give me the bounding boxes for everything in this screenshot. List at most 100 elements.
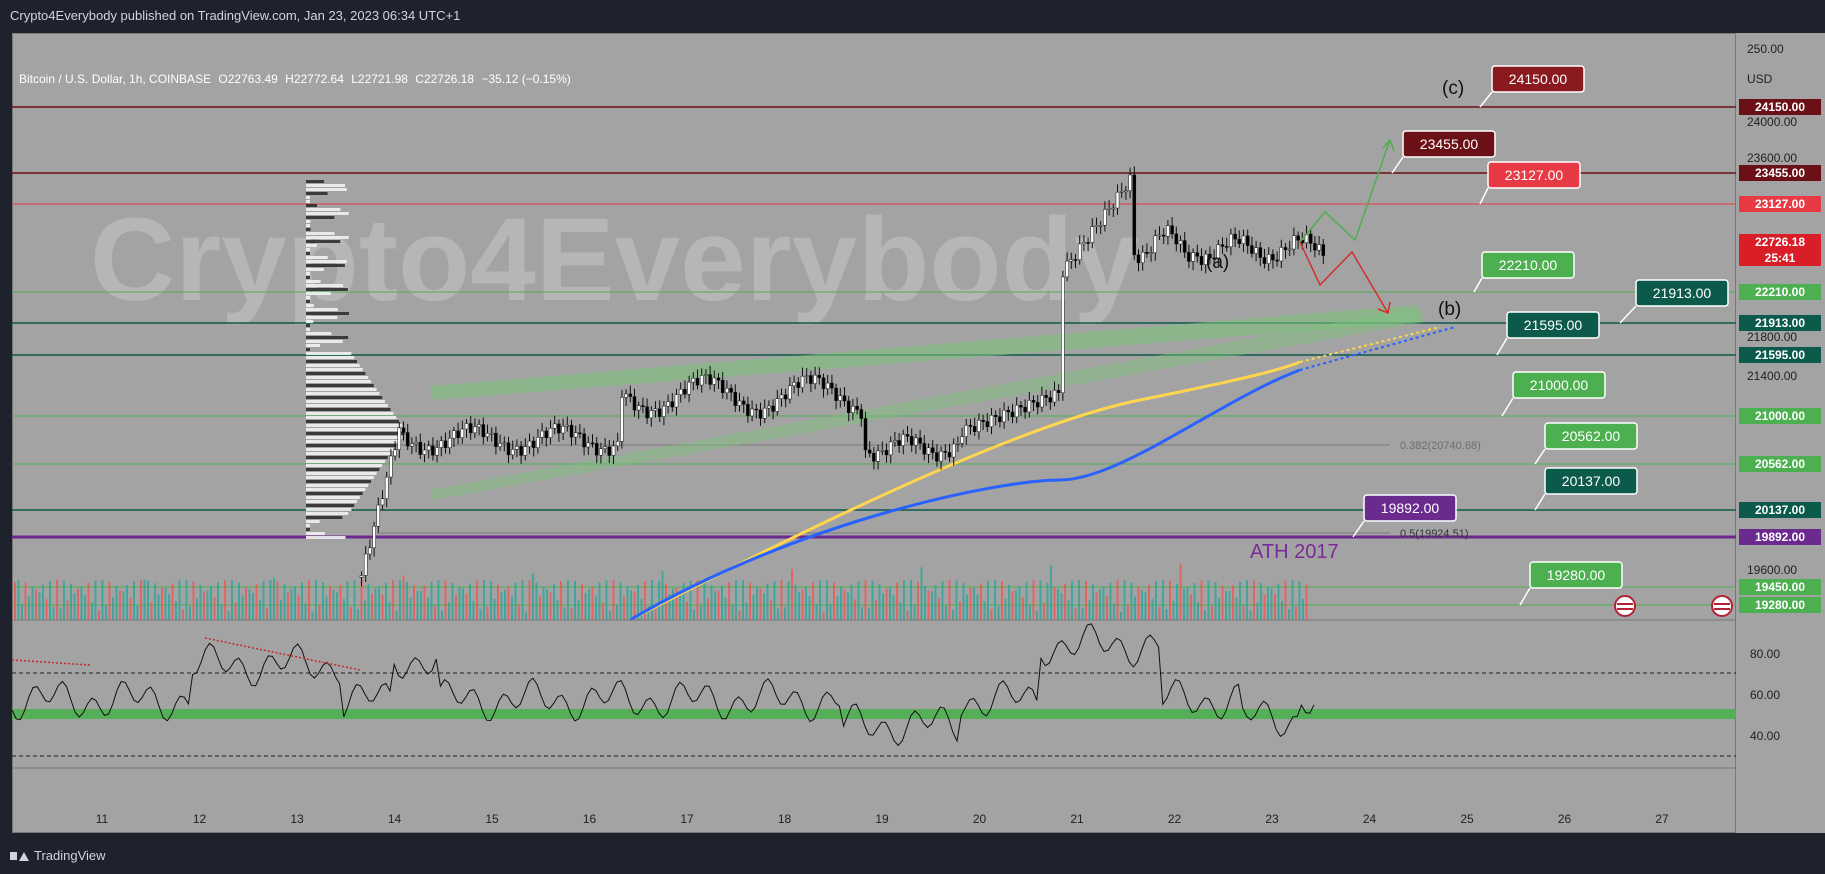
volume-profile-bar	[306, 312, 349, 315]
volume-bar	[889, 587, 891, 620]
candle-body	[825, 382, 830, 390]
volume-bar	[941, 581, 944, 620]
volume-bar	[385, 583, 387, 620]
volume-bar	[763, 593, 765, 620]
callout-pointer	[1619, 305, 1637, 324]
ema-fast-line	[629, 360, 1301, 622]
price-tag-value: 22210.00	[1755, 285, 1805, 299]
volume-profile-bar	[306, 408, 391, 411]
volume-bar	[238, 582, 240, 620]
price-tag-value: 19892.00	[1755, 530, 1805, 544]
volume-bar	[805, 586, 807, 620]
volume-profile-bar	[306, 380, 371, 383]
candle-body	[1161, 234, 1166, 237]
volume-bar	[518, 604, 520, 620]
candle-body	[725, 388, 729, 394]
candle-body	[1073, 259, 1078, 261]
callout-box	[1491, 65, 1585, 93]
volume-bar	[612, 580, 615, 620]
volume-profile-bar	[306, 372, 366, 375]
volume-bar	[1158, 606, 1161, 620]
volume-bar	[98, 610, 100, 620]
volume-bar	[497, 584, 499, 620]
volume-bar	[836, 596, 839, 620]
volume-bar	[308, 580, 310, 620]
volume-profile-bar	[306, 340, 343, 343]
candle-body	[914, 437, 918, 446]
volume-bar	[1263, 594, 1266, 620]
candle-body	[1308, 233, 1313, 244]
volume-profile-bar	[306, 436, 402, 439]
volume-bar	[861, 607, 863, 620]
volume-bar	[563, 607, 566, 620]
tradingview-logo-icon	[10, 850, 29, 862]
price-axis-currency: USD	[1747, 72, 1773, 86]
volume-bar	[469, 583, 471, 620]
candle-body	[1145, 251, 1149, 254]
candle-body	[1275, 259, 1279, 262]
candle-body	[624, 393, 628, 398]
candle-body	[930, 447, 935, 453]
volume-profile-bar	[306, 236, 349, 239]
candle-body	[1056, 390, 1061, 393]
volume-profile-bar	[306, 524, 310, 527]
candle-body	[544, 430, 549, 439]
volume-bar	[717, 590, 720, 620]
candle-body	[1111, 207, 1116, 210]
candle-body	[1065, 260, 1069, 278]
candle-body	[813, 374, 817, 384]
volume-bar	[353, 580, 356, 620]
candle-body	[1262, 257, 1267, 264]
candle-body	[561, 425, 565, 434]
volume-bar	[476, 580, 478, 620]
volume-bar	[332, 589, 335, 620]
tradingview-footer[interactable]: TradingView	[10, 848, 106, 863]
candle-body	[531, 440, 536, 448]
rsi-tick: 40.00	[1750, 729, 1780, 743]
symbol-name: Bitcoin / U.S. Dollar, 1h, COINBASE	[19, 72, 212, 86]
volume-bar	[1032, 580, 1035, 620]
candle-body	[754, 408, 759, 411]
volume-bar	[189, 606, 191, 620]
candle-body	[851, 405, 855, 413]
callout-value: 20137.00	[1562, 473, 1621, 489]
volume-profile-bar	[306, 292, 331, 295]
volume-bar	[231, 580, 233, 620]
volume-bar	[399, 580, 401, 620]
volume-bar	[458, 587, 461, 620]
volume-bar	[196, 598, 198, 620]
volume-bar	[1151, 598, 1154, 620]
volume-profile-bar	[306, 476, 374, 479]
volume-bar	[826, 580, 828, 620]
volume-profile-bar	[306, 220, 311, 223]
time-axis-label: 23	[1265, 812, 1279, 826]
volume-bar	[504, 589, 506, 620]
volume-profile-bar	[306, 232, 335, 235]
volume-bar	[560, 581, 562, 620]
volume-bar	[962, 583, 965, 620]
volume-profile-bar	[306, 276, 310, 279]
candle-body	[720, 380, 725, 394]
volume-bar	[931, 591, 933, 620]
price-tag-value: 22726.18	[1755, 235, 1805, 249]
volume-bar	[1270, 588, 1273, 620]
volume-bar	[1015, 590, 1017, 620]
volume-bar	[49, 581, 51, 620]
candle-body	[666, 401, 670, 407]
volume-bar	[1095, 592, 1098, 620]
chart-panel[interactable]	[12, 33, 1736, 833]
volume-bar	[917, 581, 919, 620]
volume-bar	[644, 581, 646, 620]
volume-bar	[1036, 611, 1038, 620]
ema-slow-line	[629, 368, 1301, 622]
volume-bar	[24, 582, 27, 620]
volume-bar	[556, 599, 559, 620]
volume-bar	[752, 595, 755, 620]
candle-body	[590, 442, 595, 445]
candle-body	[1098, 225, 1103, 227]
price-tag-value: 23455.00	[1755, 166, 1805, 180]
candle-body	[464, 423, 469, 430]
volume-bar	[1232, 585, 1234, 620]
volume-bar	[651, 580, 653, 620]
